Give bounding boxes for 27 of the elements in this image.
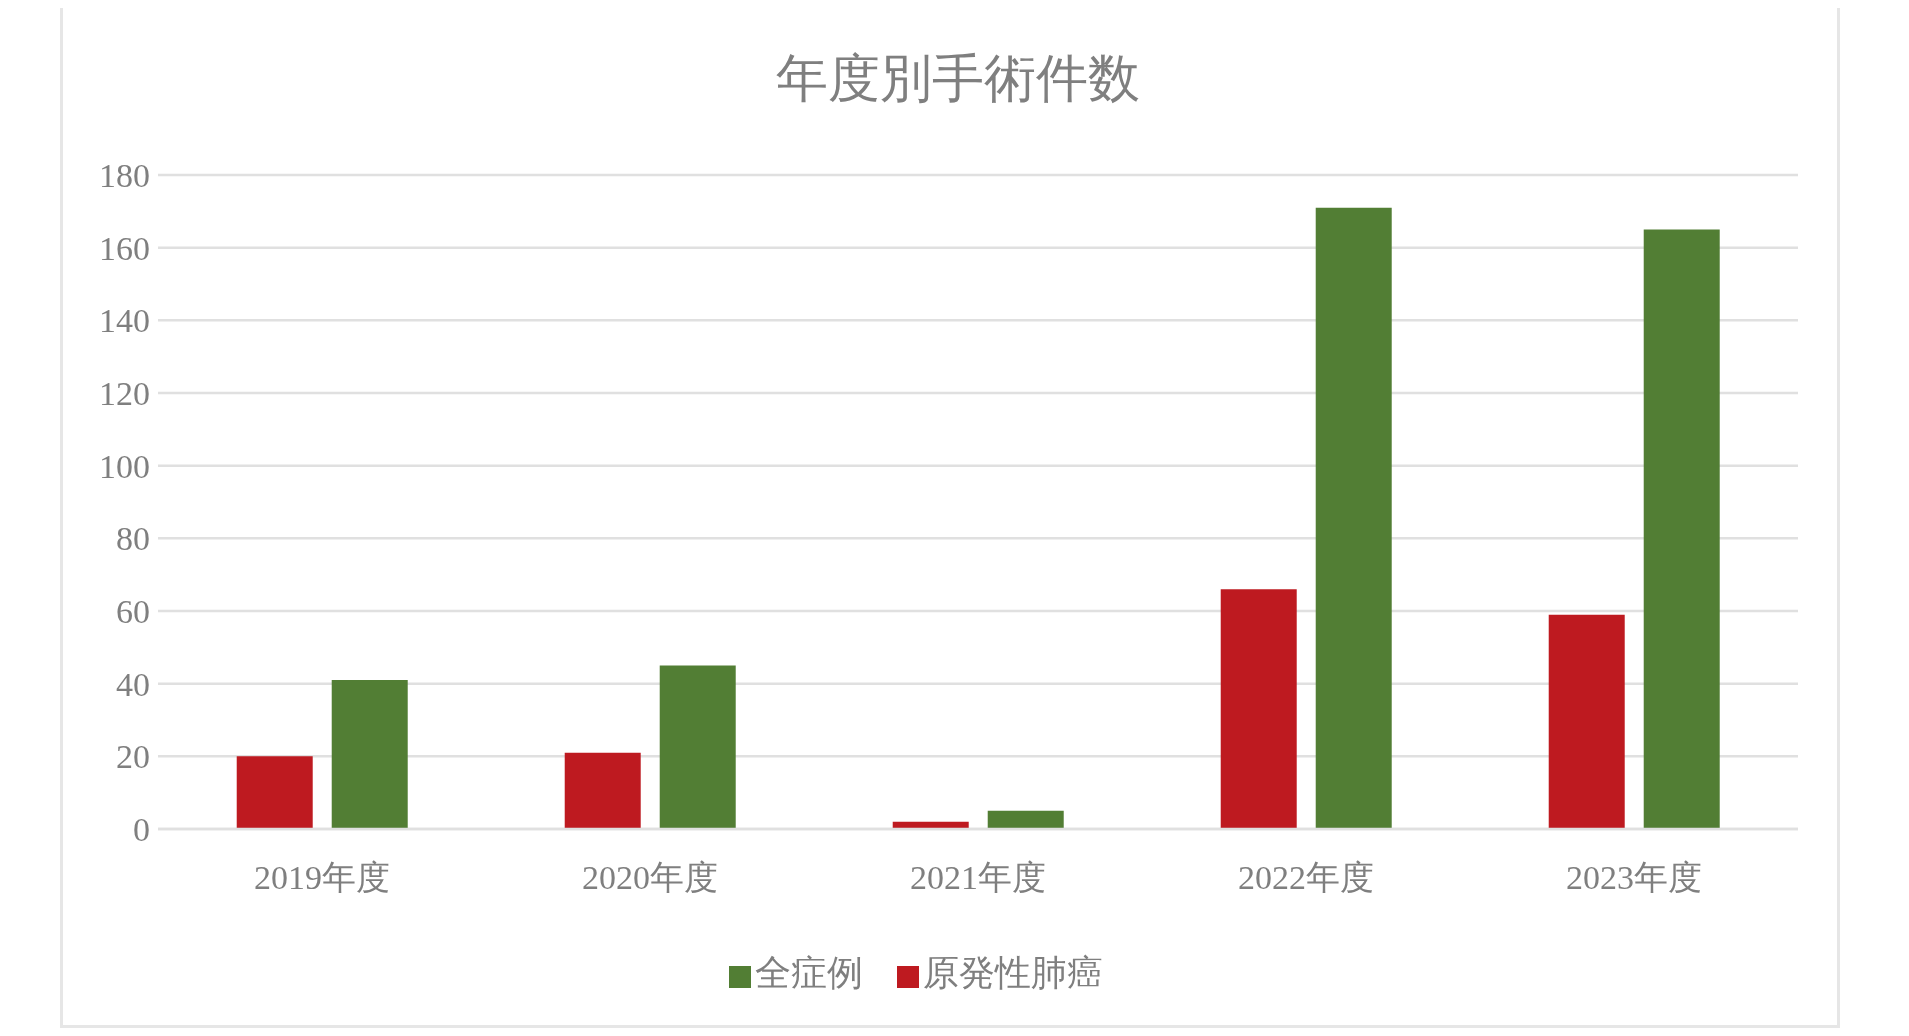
chart-title: 年度別手術件数 [775,49,1141,109]
bar [987,810,1064,829]
bar [1315,207,1392,829]
bar [331,680,408,829]
bar [1220,589,1297,829]
y-tick-label: 20 [116,738,150,776]
y-tick-label: 140 [99,302,150,340]
y-tick-label: 160 [99,229,150,267]
bar [659,665,736,829]
x-tick-label: 2020年度 [582,859,718,897]
y-tick-label: 0 [133,811,150,849]
legend-label: 全症例 [755,953,863,993]
y-tick-label: 80 [116,520,150,558]
bar [236,756,313,829]
y-tick-label: 100 [99,447,150,485]
x-tick-label: 2022年度 [1238,859,1374,897]
y-tick-label: 120 [99,375,150,413]
legend-label: 原発性肺癌 [923,953,1103,993]
y-tick-label: 180 [99,157,150,195]
y-tick-label: 60 [116,593,150,631]
x-tick-label: 2019年度 [254,859,390,897]
bar [1643,229,1720,829]
bar [564,752,641,829]
x-tick-label: 2023年度 [1566,859,1702,897]
y-tick-label: 40 [116,665,150,703]
x-tick-label: 2021年度 [910,859,1046,897]
bar [1548,614,1625,829]
